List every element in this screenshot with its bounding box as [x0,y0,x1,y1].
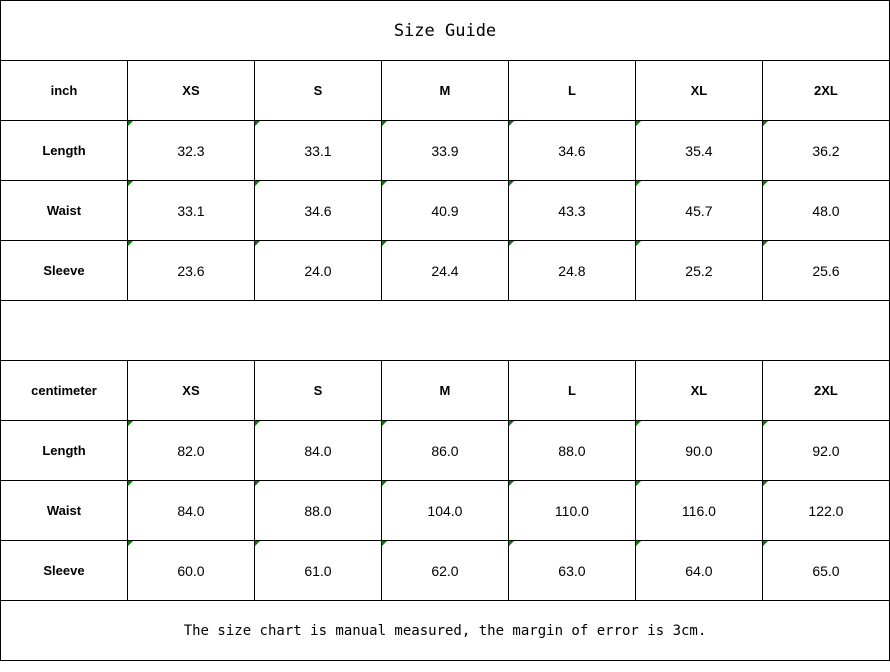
measurement-value: 24.4 [380,240,509,301]
measurement-value: 23.6 [126,240,255,301]
size-header-2xl: 2XL [761,360,890,421]
measurement-value: 104.0 [380,480,509,541]
measurement-value: 88.0 [253,480,382,541]
size-header-s: S [253,60,382,121]
measurement-value: 34.6 [253,180,382,241]
inch-header-row: inch XS S M L XL 2XL [0,60,890,121]
size-header-2xl: 2XL [761,60,890,121]
size-header-m: M [380,360,509,421]
measurement-value: 86.0 [380,420,509,481]
measurement-label: Waist [0,180,128,241]
measurement-value: 33.1 [253,120,382,181]
measurement-value: 65.0 [761,540,890,601]
measurement-value: 35.4 [634,120,763,181]
measurement-value: 90.0 [634,420,763,481]
measurement-value: 40.9 [380,180,509,241]
inch-row-waist: Waist 33.1 34.6 40.9 43.3 45.7 48.0 [0,180,890,241]
size-header-xl: XL [634,60,763,121]
measurement-label: Length [0,420,128,481]
size-header-m: M [380,60,509,121]
measurement-value: 116.0 [634,480,763,541]
inch-row-sleeve: Sleeve 23.6 24.0 24.4 24.8 25.2 25.6 [0,240,890,301]
measurement-value: 25.6 [761,240,890,301]
measurement-value: 24.0 [253,240,382,301]
note-row: The size chart is manual measured, the m… [0,600,890,661]
measurement-label: Waist [0,480,128,541]
size-header-xl: XL [634,360,763,421]
spacer-cell [0,300,890,361]
measurement-value: 48.0 [761,180,890,241]
measurement-value: 92.0 [761,420,890,481]
measurement-label: Length [0,120,128,181]
measurement-value: 25.2 [634,240,763,301]
measurement-value: 36.2 [761,120,890,181]
measurement-label: Sleeve [0,540,128,601]
measurement-value: 84.0 [253,420,382,481]
inch-row-length: Length 32.3 33.1 33.9 34.6 35.4 36.2 [0,120,890,181]
measurement-value: 33.9 [380,120,509,181]
title-row: Size Guide [0,0,890,61]
measurement-label: Sleeve [0,240,128,301]
measurement-value: 60.0 [126,540,255,601]
measurement-value: 34.6 [507,120,636,181]
measurement-value: 110.0 [507,480,636,541]
size-header-xs: XS [126,360,255,421]
measurement-value: 84.0 [126,480,255,541]
measurement-value: 32.3 [126,120,255,181]
table-title: Size Guide [0,0,890,61]
size-header-l: L [507,360,636,421]
measurement-value: 88.0 [507,420,636,481]
measurement-value: 82.0 [126,420,255,481]
centimeter-row-waist: Waist 84.0 88.0 104.0 110.0 116.0 122.0 [0,480,890,541]
measurement-value: 33.1 [126,180,255,241]
size-header-xs: XS [126,60,255,121]
measurement-value: 63.0 [507,540,636,601]
unit-label: centimeter [0,360,128,421]
measurement-value: 45.7 [634,180,763,241]
size-header-s: S [253,360,382,421]
unit-label: inch [0,60,128,121]
measurement-note: The size chart is manual measured, the m… [0,600,890,661]
measurement-value: 61.0 [253,540,382,601]
centimeter-header-row: centimeter XS S M L XL 2XL [0,360,890,421]
centimeter-row-sleeve: Sleeve 60.0 61.0 62.0 63.0 64.0 65.0 [0,540,890,601]
measurement-value: 43.3 [507,180,636,241]
measurement-value: 122.0 [761,480,890,541]
measurement-value: 62.0 [380,540,509,601]
centimeter-row-length: Length 82.0 84.0 86.0 88.0 90.0 92.0 [0,420,890,481]
size-header-l: L [507,60,636,121]
spacer-row [0,300,890,361]
measurement-value: 24.8 [507,240,636,301]
measurement-value: 64.0 [634,540,763,601]
